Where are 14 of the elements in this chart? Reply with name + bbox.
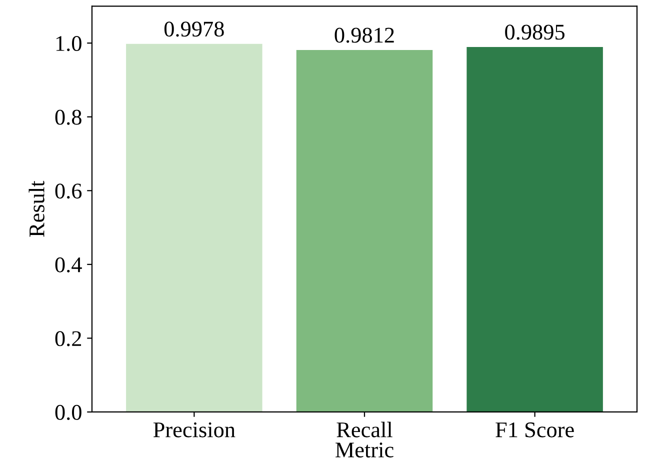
data-label: 0.9812	[334, 28, 394, 43]
y-tick-label: 0.2	[55, 331, 82, 346]
y-axis-title: Result	[28, 180, 44, 237]
data-label: 0.9895	[505, 24, 564, 40]
data-label: 0.9978	[164, 22, 224, 37]
x-tick-label: Precision	[153, 422, 236, 438]
y-tick-label: 0.6	[55, 184, 82, 199]
y-tick-label: 1.0	[56, 36, 82, 52]
y-tick-label: 0.0	[55, 404, 82, 420]
x-tick-label: F1 Score	[496, 422, 574, 438]
x-axis-title: Metric	[336, 442, 394, 458]
y-tick-label: 0.8	[55, 110, 82, 125]
y-tick-label: 0.4	[55, 257, 82, 272]
x-tick-label: Recall	[336, 422, 392, 438]
